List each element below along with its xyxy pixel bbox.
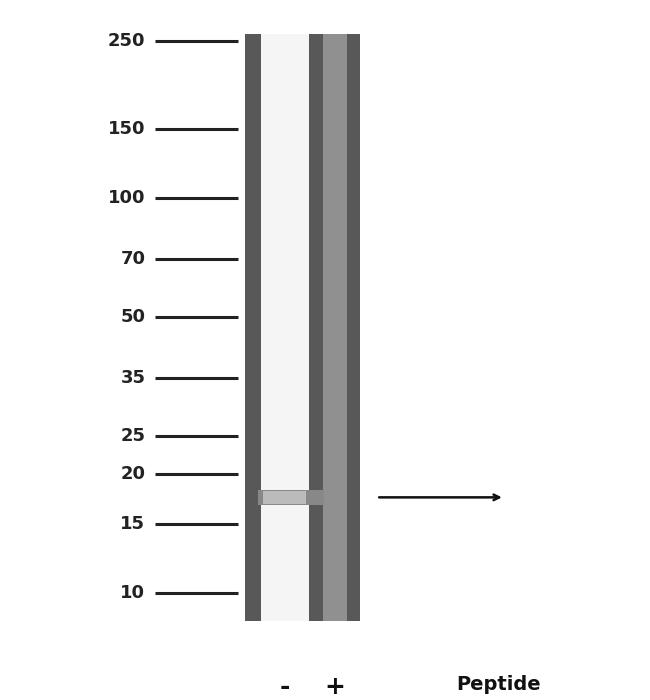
Text: 150: 150 [108, 120, 146, 138]
Bar [245, 34, 360, 622]
Text: -: - [280, 676, 290, 699]
Bar [348, 34, 360, 622]
Bar [309, 34, 323, 622]
Bar [263, 491, 306, 504]
Bar [261, 34, 309, 622]
Text: 50: 50 [120, 308, 146, 326]
Text: 25: 25 [120, 427, 146, 445]
Text: 35: 35 [120, 370, 146, 387]
Text: 15: 15 [120, 514, 146, 533]
Text: +: + [325, 676, 346, 699]
Bar [258, 490, 324, 505]
Text: 20: 20 [120, 466, 146, 484]
Text: 70: 70 [120, 251, 146, 269]
Text: 250: 250 [108, 32, 146, 50]
Bar [245, 34, 261, 622]
Text: 100: 100 [108, 189, 146, 207]
Bar [323, 34, 348, 622]
Text: Peptide: Peptide [456, 676, 541, 694]
Text: 10: 10 [120, 584, 146, 603]
